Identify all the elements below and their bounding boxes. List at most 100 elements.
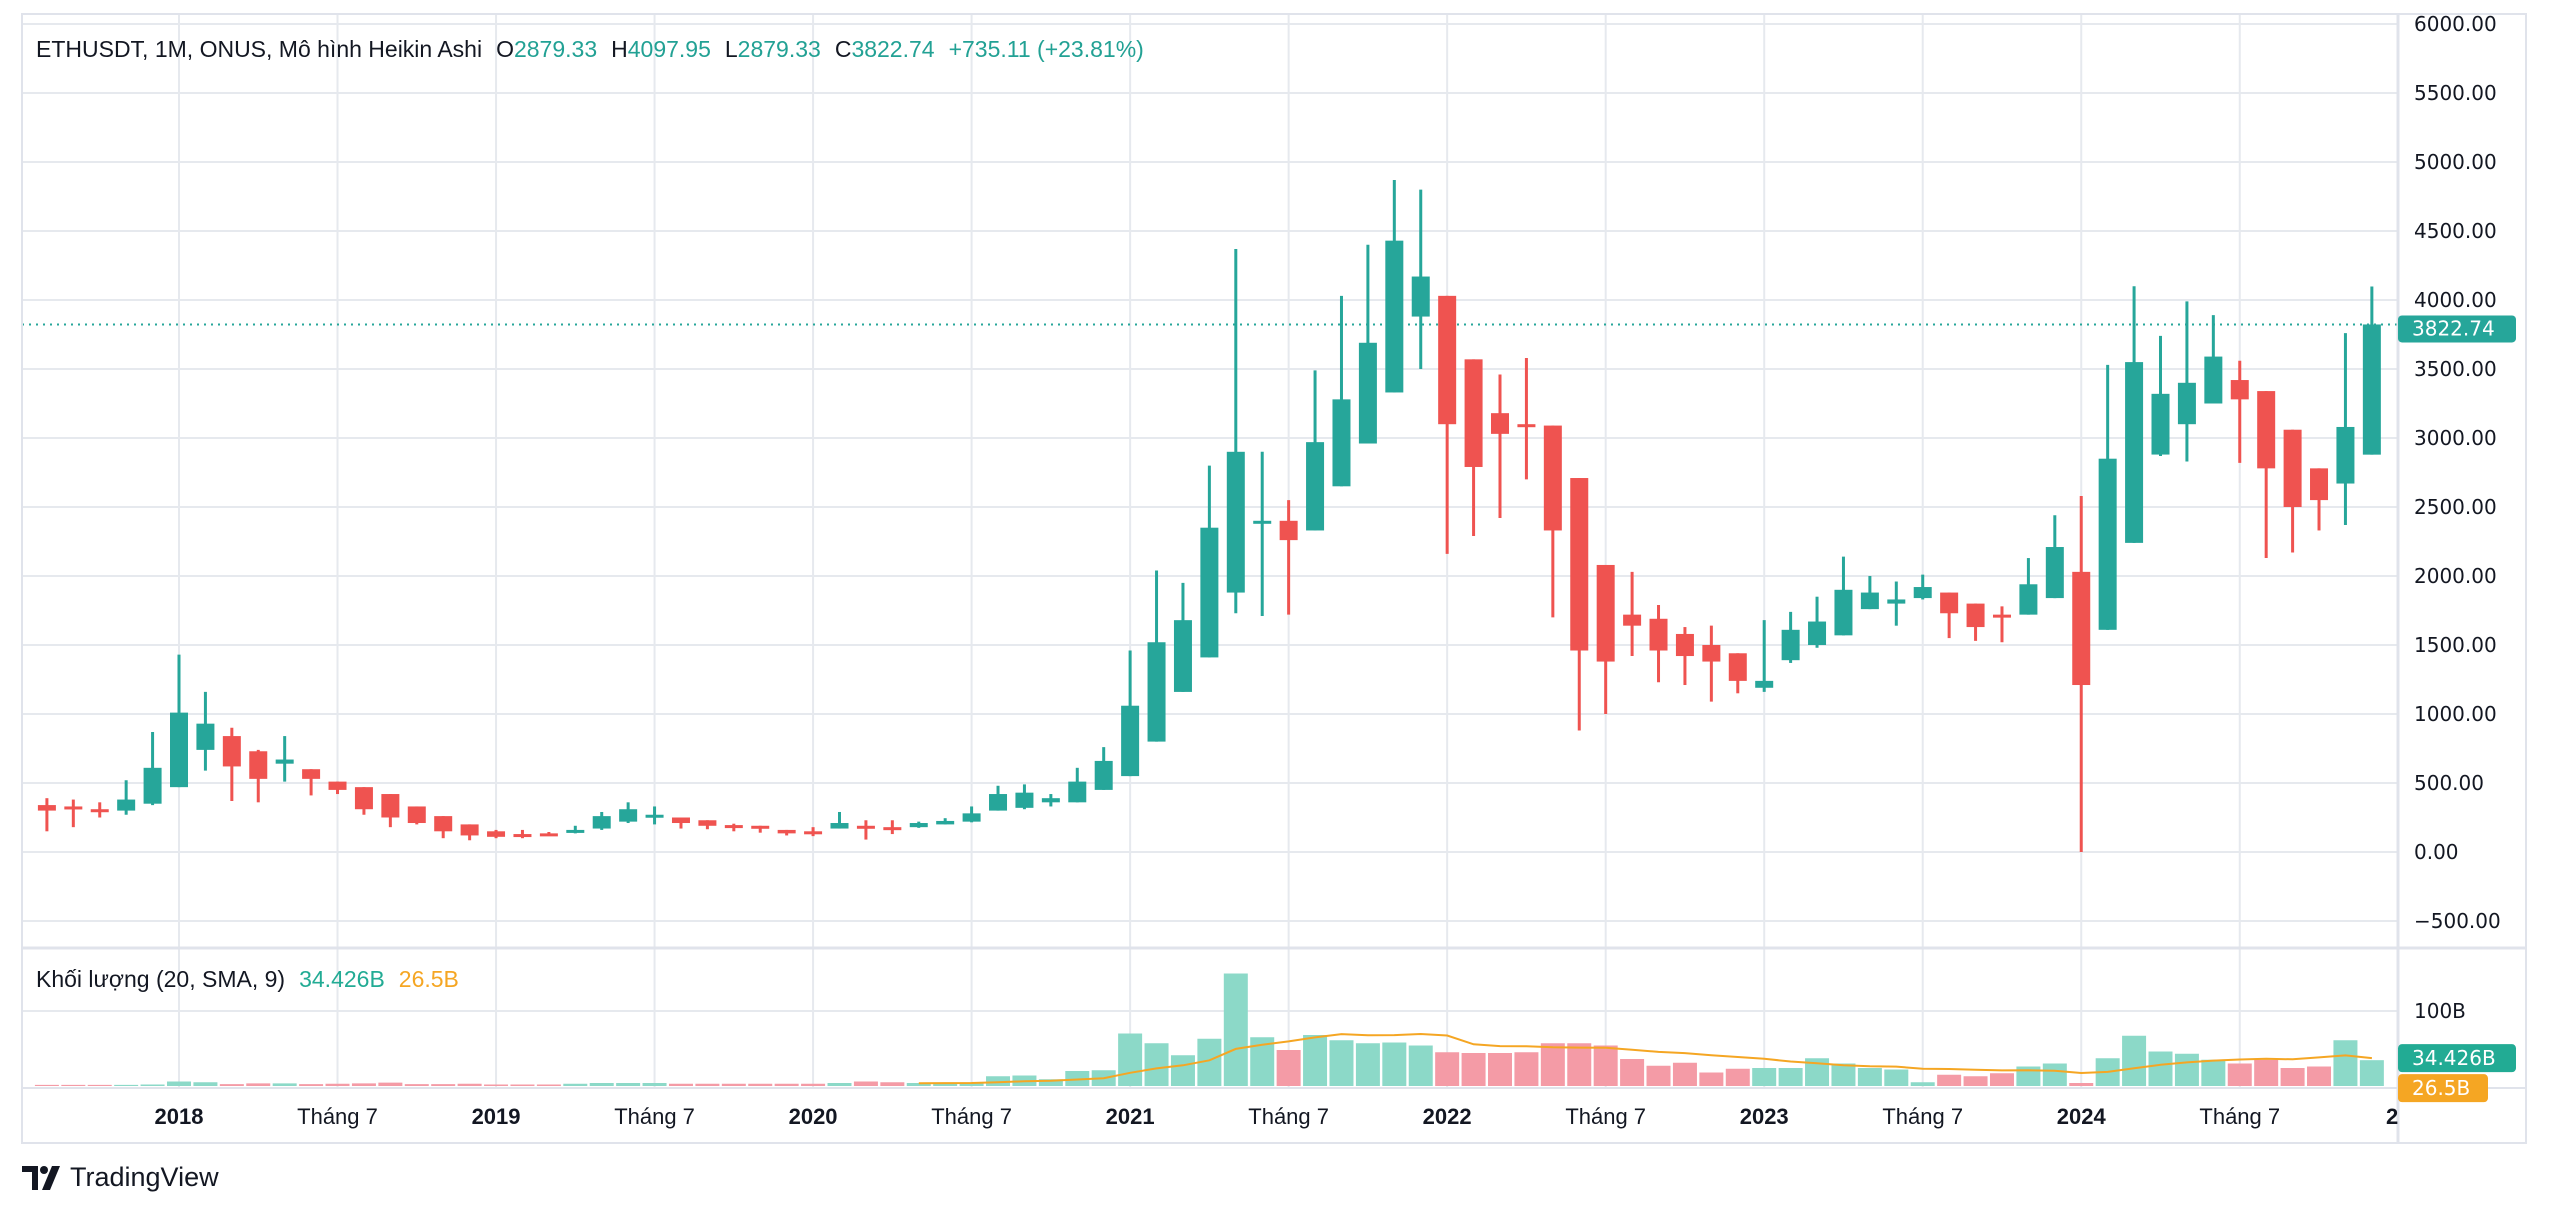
candle (909, 821, 928, 828)
candle-body (962, 813, 981, 822)
volume-bar (1144, 1043, 1169, 1086)
volume-badge-label: 34.426B (2412, 1046, 2496, 1070)
candle-body (196, 723, 215, 750)
volume-bar (2254, 1059, 2279, 1086)
symbol-title: ETHUSDT, 1M, ONUS, Mô hình Heikin Ashi (36, 36, 483, 62)
candle (2336, 333, 2355, 525)
candle-body (2125, 362, 2144, 543)
volume-bar (1778, 1068, 1803, 1086)
candle-body (645, 814, 664, 818)
volume-bar (34, 1084, 59, 1086)
volume-bar (748, 1083, 773, 1086)
candle-body (143, 767, 162, 804)
low-label: L (724, 36, 738, 62)
candle (64, 799, 83, 828)
candle-body (2098, 458, 2117, 630)
candle (1675, 627, 1694, 686)
grid (22, 14, 2398, 1088)
candle-body (1517, 424, 1536, 428)
candle-body (724, 825, 743, 829)
candle-body (1332, 399, 1351, 487)
volume-sma-line (918, 1032, 2373, 1085)
candle-body (302, 769, 321, 779)
candle (804, 827, 823, 837)
price-tick-label: 0.00 (2414, 840, 2459, 864)
low-value: 2879.33 (737, 36, 821, 62)
candle (170, 654, 188, 788)
close-value: 3822.74 (851, 36, 935, 62)
candle (566, 825, 585, 834)
candle (856, 820, 875, 840)
time-tick-label: 2018 (155, 1104, 204, 1129)
candle-body (354, 787, 373, 810)
candle-body (1913, 587, 1932, 599)
candle-body (698, 820, 717, 826)
volume-bar (219, 1084, 244, 1086)
candle (222, 727, 241, 801)
time-tick-label: 2019 (472, 1104, 521, 1129)
time-axis[interactable]: 2018 Tháng 7 2019 Tháng 7 2020 Tháng 7 2021 Thá… (155, 1104, 2411, 1129)
candle (1781, 611, 1800, 663)
candle (1094, 747, 1113, 790)
candle-body (1834, 589, 1853, 636)
candle (2283, 429, 2302, 553)
time-tick-label: Tháng 7 (2199, 1104, 2280, 1129)
candle-body (619, 809, 638, 822)
candle (1306, 370, 1325, 531)
candle-body (434, 816, 453, 832)
volume-bar (1223, 973, 1248, 1086)
candle-body (1781, 629, 1800, 661)
candle-body (1808, 621, 1827, 645)
volume-bar (378, 1082, 403, 1086)
volume-bar (484, 1084, 509, 1086)
time-tick-label: Tháng 7 (1248, 1104, 1329, 1129)
volume-bar (2148, 1051, 2173, 1086)
candle (381, 794, 400, 828)
volume-badge (2398, 1044, 2516, 1073)
candle (671, 817, 690, 829)
candle-body (64, 806, 83, 810)
candle-body (1702, 645, 1721, 662)
candle (249, 749, 268, 803)
candle-body (2283, 429, 2302, 507)
volume-bar (193, 1082, 218, 1086)
candle-body (830, 823, 849, 829)
volume-bar (1303, 1035, 1328, 1086)
candle (539, 831, 558, 837)
volume-bar (2359, 1060, 2384, 1086)
candle-body (1015, 792, 1034, 808)
volume-bar (1038, 1079, 1063, 1086)
volume-value: 34.426B (299, 966, 385, 992)
candle-body (90, 809, 109, 813)
candle-body (1596, 564, 1615, 662)
volume-bar (140, 1084, 165, 1086)
volume-bar (2227, 1063, 2252, 1086)
chart-frame (21, 13, 2527, 1144)
volume-bar (87, 1084, 112, 1086)
volume-bar (167, 1081, 191, 1086)
candle (275, 736, 294, 782)
time-labels: 2018 Tháng 7 2019 Tháng 7 2020 Tháng 7 2021 Thá… (155, 1104, 2398, 1129)
candle-body (2019, 584, 2038, 615)
candle (698, 820, 717, 830)
symbol-legend: ETHUSDT, 1M, ONUS, Mô hình Heikin Ashi O2… (36, 36, 1144, 63)
volume-bar (457, 1083, 482, 1086)
price-axis[interactable]: 6000.00 5500.00 5000.00 4500.00 4000.00 3500.… (2398, 12, 2516, 1103)
candle-body (1755, 680, 1774, 688)
candle (117, 780, 136, 815)
candle (1623, 571, 1642, 657)
candle-body (37, 805, 56, 811)
candles (22, 179, 2398, 852)
volume-bar (2280, 1068, 2305, 1086)
tradingview-logo[interactable]: TradingView (22, 1162, 219, 1193)
candle-body (1200, 527, 1219, 658)
candle-body (804, 831, 823, 835)
candle-body (751, 825, 770, 829)
candle-body (1094, 760, 1113, 790)
candle (2045, 515, 2064, 599)
volume-bar (2307, 1066, 2332, 1086)
candle-body (856, 825, 875, 829)
volume-title: Khối lượng (20, SMA, 9) (36, 966, 286, 992)
price-tick-label: 4000.00 (2414, 288, 2497, 312)
